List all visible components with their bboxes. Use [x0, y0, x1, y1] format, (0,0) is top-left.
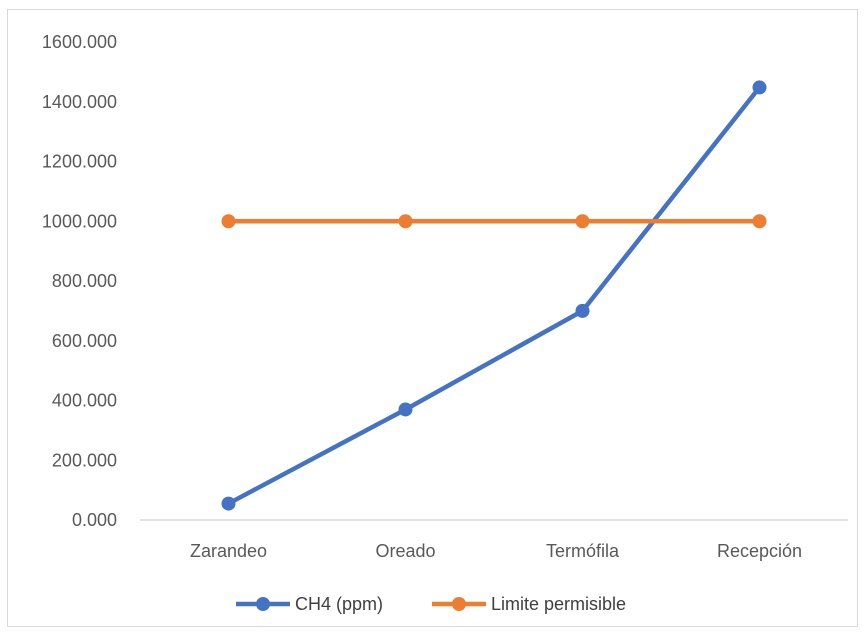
y-axis-tick-labels: 0.000 200.000 400.000 600.000 800.000 1000.00…	[42, 32, 117, 530]
data-point	[752, 80, 767, 95]
data-point	[752, 214, 767, 229]
y-tick-label: 400.000	[52, 391, 117, 411]
y-tick-label: 1200.000	[42, 152, 117, 172]
series-layer	[221, 80, 767, 511]
y-tick-label: 200.000	[52, 450, 117, 470]
data-point	[221, 214, 236, 229]
y-tick-label: 1000.000	[42, 211, 117, 231]
legend-label: CH4 (ppm)	[295, 594, 383, 614]
legend-item: Limite permisible	[432, 594, 626, 614]
legend-item: CH4 (ppm)	[236, 594, 383, 614]
legend-label: Limite permisible	[491, 594, 626, 614]
x-tick-label: Oreado	[375, 541, 435, 561]
y-tick-label: 800.000	[52, 271, 117, 291]
data-point	[398, 402, 413, 417]
chart-frame	[7, 9, 858, 627]
data-point	[221, 496, 236, 511]
x-tick-label: Termófila	[546, 541, 620, 561]
x-tick-label: Zarandeo	[190, 541, 267, 561]
y-tick-label: 1600.000	[42, 32, 117, 52]
y-tick-label: 0.000	[72, 510, 117, 530]
data-point	[575, 214, 590, 229]
data-point	[575, 303, 590, 318]
y-tick-label: 600.000	[52, 331, 117, 351]
y-tick-label: 1400.000	[42, 92, 117, 112]
data-point	[398, 214, 413, 229]
series-limite	[221, 214, 767, 229]
legend-marker-swatch	[256, 597, 270, 611]
legend-marker-swatch	[452, 597, 466, 611]
series-ch4	[221, 80, 767, 511]
series-line	[226, 85, 762, 506]
x-axis-tick-labels: Zarandeo Oreado Termófila Recepción	[190, 541, 802, 561]
x-tick-label: Recepción	[717, 541, 802, 561]
legend: CH4 (ppm) Limite permisible	[236, 594, 626, 614]
